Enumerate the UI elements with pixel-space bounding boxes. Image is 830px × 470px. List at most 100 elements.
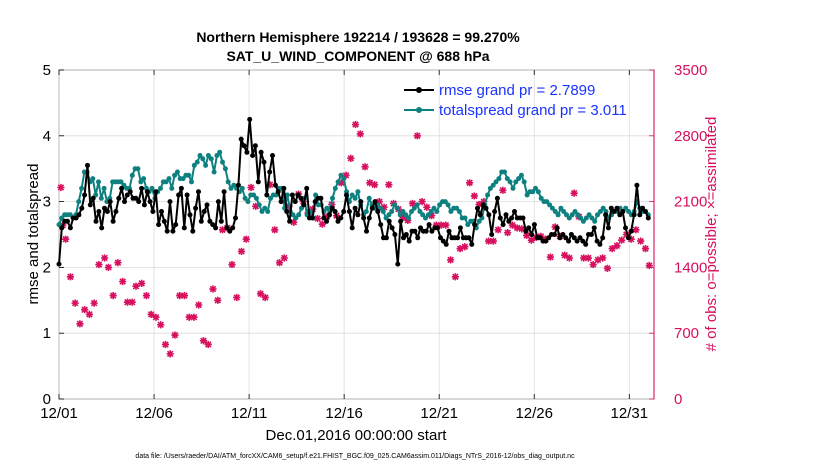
rmse-point (406, 238, 412, 244)
x-tick-label: 12/21 (420, 405, 458, 422)
x-tick-label: 12/26 (515, 405, 553, 422)
rmse-point (198, 218, 204, 224)
obs-assimilated-point (123, 298, 132, 306)
rmse-point (480, 202, 486, 208)
rmse-point (278, 199, 284, 205)
totalspread-point (330, 195, 335, 201)
totalspread-point (332, 185, 338, 191)
rmse-point (141, 202, 147, 208)
obs-assimilated-point (142, 292, 151, 300)
totalspread-point (211, 169, 217, 175)
rmse-point (583, 241, 589, 247)
rmse-point (512, 209, 517, 214)
totalspread-point (149, 185, 155, 191)
rmse-point (318, 195, 324, 201)
totalspread-point (428, 209, 434, 214)
rmse-point (167, 199, 173, 205)
rmse-point (176, 192, 182, 198)
rmse-point (295, 192, 301, 198)
rmse-point (56, 261, 62, 267)
rmse-point (560, 232, 566, 237)
rmse-point (398, 218, 404, 224)
rmse-point (196, 189, 201, 195)
obs-assimilated-point (237, 247, 246, 256)
rmse-point (96, 209, 102, 214)
obs-assimilated-point (85, 310, 94, 318)
totalspread-point (538, 195, 544, 201)
obs-assimilated-point (508, 221, 516, 229)
totalspread-point (513, 179, 519, 185)
totalspread-point (518, 172, 524, 178)
obs-assimilated-point (180, 292, 189, 300)
rmse-point (403, 232, 409, 237)
totalspread-point (589, 215, 595, 221)
totalspread-point (189, 179, 194, 185)
obs-assimilated-point (313, 214, 322, 223)
rmse-point (150, 209, 156, 214)
rmse-point (79, 205, 85, 211)
obs-assimilated-point (456, 245, 464, 253)
y-tick-label-right: 0 (674, 391, 682, 408)
obs-assimilated-point (423, 203, 431, 211)
obs-assimilated-point (523, 231, 531, 240)
y-tick-label-left: 4 (43, 128, 51, 145)
legend: rmse grand pr = 2.7899 totalspread grand … (404, 82, 627, 119)
rmse-point (423, 228, 429, 234)
rmse-point (401, 235, 406, 241)
totalspread-point (392, 202, 397, 208)
totalspread-point (251, 192, 257, 198)
totalspread-point (411, 205, 417, 211)
obs-assimilated-point (580, 254, 588, 262)
rmse-point (634, 182, 640, 188)
totalspread-point (448, 209, 454, 214)
rmse-point (85, 162, 90, 168)
rmse-point (124, 192, 130, 198)
totalspread-point (502, 169, 507, 175)
rmse-point (537, 235, 543, 241)
obs-assimilated-point (546, 253, 554, 261)
rmse-point (252, 143, 258, 149)
totalspread-point (324, 205, 330, 211)
totalspread-point (397, 212, 403, 218)
totalspread-point (389, 209, 395, 214)
totalspread-point (129, 172, 135, 178)
chart-subtitle: SAT_U_WIND_COMPONENT @ 688 hPa (226, 48, 489, 64)
rmse-point (551, 232, 557, 237)
rmse-point (563, 235, 569, 241)
totalspread-point (493, 179, 499, 185)
totalspread-point (363, 209, 369, 214)
totalspread-point (476, 218, 482, 224)
rmse-point (335, 218, 341, 224)
obs-assimilated-point (271, 226, 279, 234)
totalspread-point (423, 215, 428, 221)
rmse-point (287, 218, 293, 224)
totalspread-point (222, 166, 228, 172)
totalspread-point (592, 218, 598, 224)
x-axis-label: Dec.01,2016 00:00:00 start (266, 427, 448, 444)
rmse-point (358, 199, 364, 205)
rmse-point (184, 192, 190, 198)
obs-assimilated-point (161, 340, 170, 349)
obs-assimilated-point (594, 256, 602, 264)
rmse-point (113, 209, 119, 214)
axes: 12/01 12/06 12/11 12/16 12/21 12/26 12/31 0 1 2 3 4… (40, 62, 707, 422)
obs-assimilated-point (461, 243, 469, 251)
rmse-point (181, 225, 187, 231)
obs-assimilated-point (132, 282, 140, 290)
obs-assimilated-point (485, 237, 493, 245)
totalspread-point (561, 209, 567, 214)
obs-assimilated-point (504, 229, 512, 237)
rmse-point (170, 228, 176, 234)
rmse-point (440, 238, 446, 244)
rmse-point (457, 225, 463, 231)
rmse-point (378, 222, 384, 228)
rmse-point (492, 209, 498, 214)
totalspread-point (386, 212, 392, 218)
rmse-point (497, 215, 503, 221)
obs-assimilated-point (337, 179, 345, 187)
totalspread-point (425, 212, 431, 218)
obs-assimilated-point (275, 259, 284, 267)
rmse-point (241, 143, 247, 149)
totalspread-point (400, 209, 406, 214)
totalspread-point (284, 192, 290, 198)
